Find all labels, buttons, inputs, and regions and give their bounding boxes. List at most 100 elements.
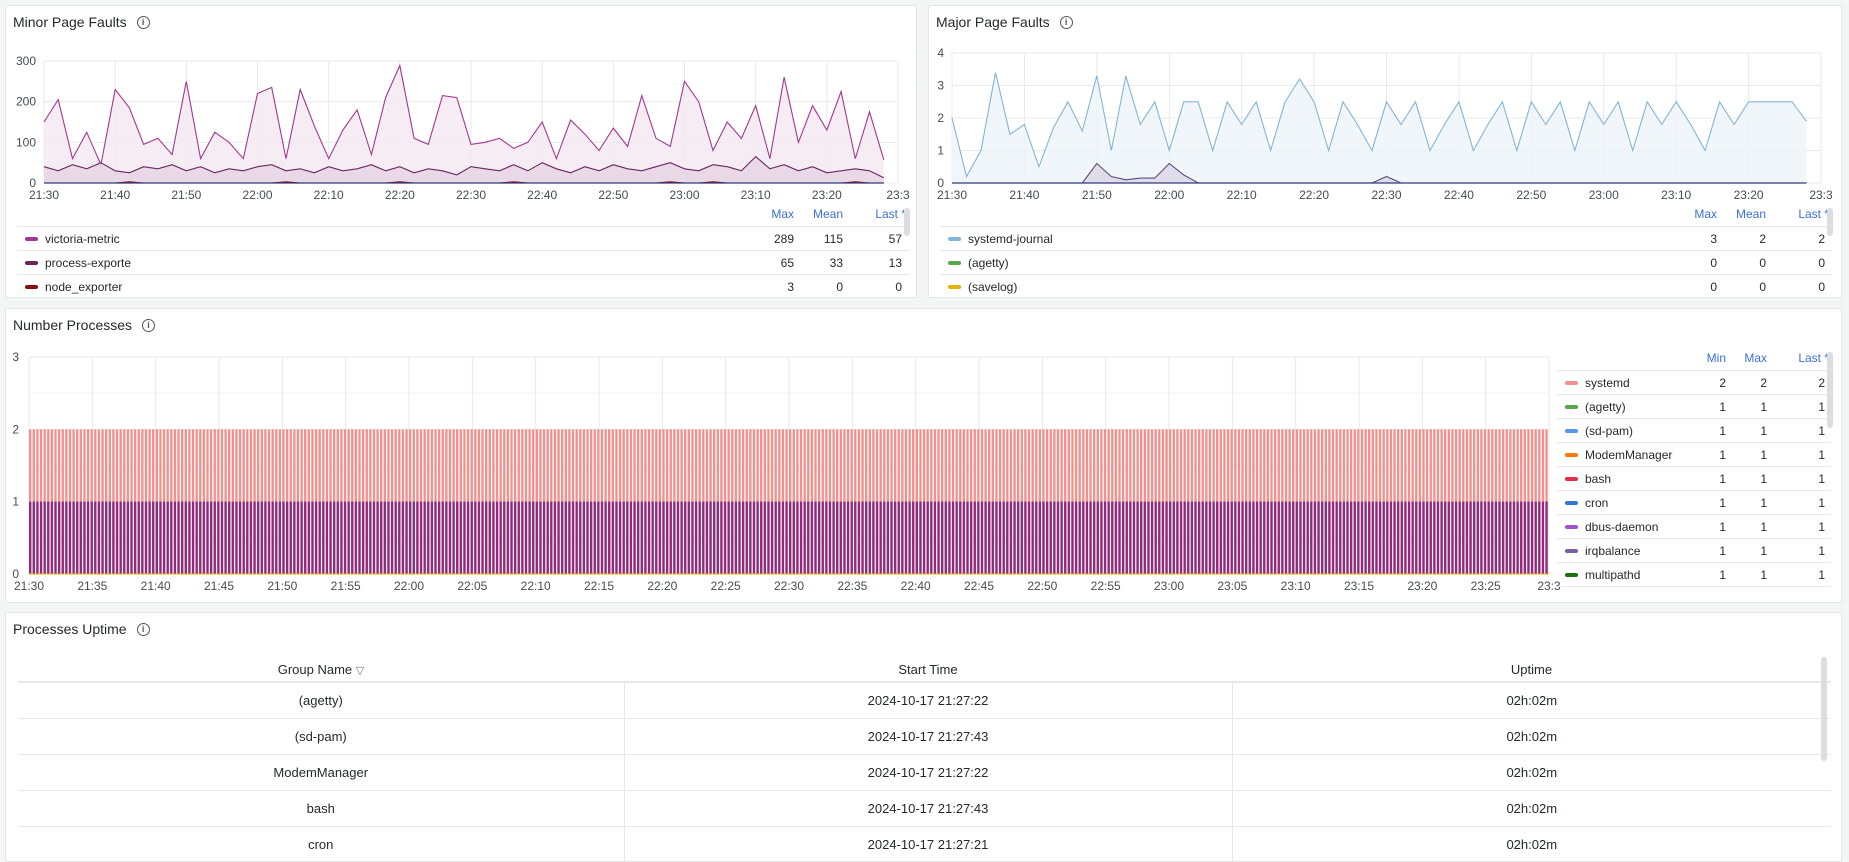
info-icon[interactable]: i: [136, 15, 150, 29]
series-color-swatch: [948, 237, 961, 241]
legend-scrollbar[interactable]: [1827, 208, 1833, 236]
table-row[interactable]: (sd-pam) 2024-10-17 21:27:43 02h:02m: [18, 718, 1831, 755]
legend-sort-last[interactable]: Last *: [1798, 351, 1829, 365]
legend-value-max: 1: [1760, 448, 1767, 462]
series-color-swatch: [25, 237, 38, 241]
legend-value-max: 2: [1760, 376, 1767, 390]
table-cell: (agetty): [18, 682, 624, 719]
legend-sort-last[interactable]: Last *: [1798, 207, 1829, 221]
legend-value-last: 1: [1818, 448, 1825, 462]
legend-scrollbar[interactable]: [1827, 352, 1833, 428]
legend-header: Max Mean Last *: [940, 207, 1832, 225]
legend-value-max: 0: [1710, 280, 1717, 294]
table-row[interactable]: (agetty) 2024-10-17 21:27:22 02h:02m: [18, 682, 1831, 719]
legend-item[interactable]: process-exporte 65 33 13: [17, 250, 909, 274]
legend-value-max: 1: [1760, 400, 1767, 414]
legend-value-last: 1: [1818, 400, 1825, 414]
series-name: (agetty): [968, 256, 1009, 270]
column-header-group-name[interactable]: Group Name ▽: [18, 657, 624, 683]
legend-value-last: 1: [1818, 496, 1825, 510]
table-row[interactable]: bash 2024-10-17 21:27:43 02h:02m: [18, 790, 1831, 827]
legend-value-min: 2: [1719, 376, 1726, 390]
legend-item[interactable]: node_exporter 3 0 0: [17, 274, 909, 297]
legend-item[interactable]: irqbalance 1 1 1: [1557, 538, 1831, 562]
series-color-swatch: [1565, 573, 1578, 577]
legend-value-min: 1: [1719, 400, 1726, 414]
legend-item[interactable]: (sd-pam) 1 1 1: [1557, 418, 1831, 442]
legend-value-max: 289: [773, 232, 794, 246]
table-cell: 2024-10-17 21:27:22: [623, 754, 1232, 791]
legend-value-last: 57: [888, 232, 902, 246]
legend-value-last: 2: [1818, 232, 1825, 246]
legend-item[interactable]: systemd-journal 3 2 2: [940, 226, 1832, 250]
legend-value-min: 1: [1719, 472, 1726, 486]
legend-item[interactable]: [1557, 586, 1831, 591]
table-cell: 02h:02m: [1231, 718, 1831, 755]
table-cell: cron: [18, 826, 624, 861]
table-cell: 02h:02m: [1231, 682, 1831, 719]
series-name: (agetty): [1585, 400, 1626, 414]
column-header-uptime[interactable]: Uptime: [1232, 657, 1831, 683]
legend-item[interactable]: bash 1 1 1: [1557, 466, 1831, 490]
legend-sort-max[interactable]: Max: [1744, 351, 1767, 365]
series-color-swatch: [25, 285, 38, 289]
legend-value-max: 1: [1760, 424, 1767, 438]
info-icon[interactable]: i: [142, 318, 156, 332]
legend-value-max: 3: [787, 280, 794, 294]
info-icon[interactable]: i: [136, 622, 150, 636]
legend-scrollbar[interactable]: [904, 208, 910, 236]
legend-value-min: 1: [1719, 568, 1726, 582]
table-row[interactable]: cron 2024-10-17 21:27:21 02h:02m: [18, 826, 1831, 861]
legend-item[interactable]: (agetty) 0 0 0: [940, 250, 1832, 274]
series-name: victoria-metric: [45, 232, 120, 246]
legend-header: Min Max Last *: [1557, 351, 1831, 369]
legend-item[interactable]: multipathd 1 1 1: [1557, 562, 1831, 586]
legend-item[interactable]: (savelog) 0 0 0: [940, 274, 1832, 297]
processes-uptime-panel: Processes Uptime i Group Name ▽ Start Tim…: [5, 612, 1842, 862]
table-row[interactable]: ModemManager 2024-10-17 21:27:22 02h:02m: [18, 754, 1831, 791]
legend-value-max: 1: [1760, 568, 1767, 582]
legend-value-last: 1: [1818, 544, 1825, 558]
series-color-swatch: [1565, 453, 1578, 457]
table-cell: 2024-10-17 21:27:22: [623, 682, 1232, 719]
column-header-start-time[interactable]: Start Time: [624, 657, 1232, 683]
legend-sort-min[interactable]: Min: [1706, 351, 1726, 365]
panel-title: Processes Uptime i: [13, 621, 150, 637]
legend-item[interactable]: cron 1 1 1: [1557, 490, 1831, 514]
table-cell: 2024-10-17 21:27:21: [623, 826, 1232, 861]
series-color-swatch: [1565, 477, 1578, 481]
filter-icon[interactable]: ▽: [355, 664, 365, 677]
legend-item[interactable]: victoria-metric 289 115 57: [17, 226, 909, 250]
legend-sort-last[interactable]: Last *: [875, 207, 906, 221]
legend-sort-max[interactable]: Max: [771, 207, 794, 221]
table-cell: 2024-10-17 21:27:43: [623, 790, 1232, 827]
minor-legend: Max Mean Last * victoria-metric 289 115 57 proc…: [17, 207, 909, 297]
legend-value-max: 1: [1760, 472, 1767, 486]
legend-item[interactable]: systemd 2 2 2: [1557, 370, 1831, 394]
legend-sort-mean[interactable]: Mean: [1735, 207, 1766, 221]
series-name: dbus-daemon: [1585, 520, 1659, 534]
table-header-row: Group Name ▽ Start Time Uptime: [18, 657, 1831, 683]
legend-value-min: 1: [1719, 424, 1726, 438]
legend-value-mean: 33: [829, 256, 843, 270]
panel-title: Minor Page Faults i: [13, 14, 150, 30]
legend-value-max: 1: [1760, 496, 1767, 510]
info-icon[interactable]: i: [1059, 15, 1073, 29]
series-name: systemd-journal: [968, 232, 1053, 246]
uptime-table: Group Name ▽ Start Time Uptime (agetty) 2…: [18, 657, 1831, 861]
legend-value-min: 1: [1719, 448, 1726, 462]
legend-value-last: 1: [1818, 520, 1825, 534]
series-color-swatch: [1565, 405, 1578, 409]
panel-title: Number Processes i: [13, 317, 156, 333]
legend-item[interactable]: (agetty) 1 1 1: [1557, 394, 1831, 418]
series-name: (sd-pam): [1585, 424, 1634, 438]
legend-item[interactable]: ModemManager 1 1 1: [1557, 442, 1831, 466]
legend-item[interactable]: dbus-daemon 1 1 1: [1557, 514, 1831, 538]
table-scrollbar[interactable]: [1821, 657, 1827, 761]
legend-sort-max[interactable]: Max: [1694, 207, 1717, 221]
procs-legend: Min Max Last * systemd 2 2 2 (agetty) 1 1 1 (sd-pam…: [1557, 351, 1831, 591]
legend-header: Max Mean Last *: [17, 207, 909, 225]
legend-value-last: 2: [1818, 376, 1825, 390]
legend-sort-mean[interactable]: Mean: [812, 207, 843, 221]
legend-value-last: 0: [1818, 256, 1825, 270]
